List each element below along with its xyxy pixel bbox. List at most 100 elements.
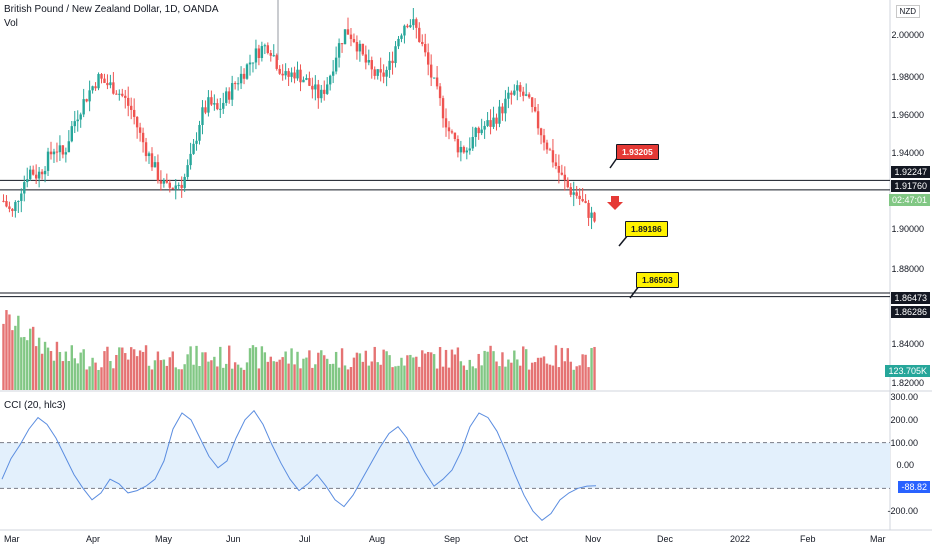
volume-bar-165: [492, 351, 495, 390]
candle-body-178: [530, 97, 534, 107]
candle-body-79: [236, 83, 240, 85]
callout-yellow-2[interactable]: 1.86503: [636, 272, 679, 288]
volume-bar-172: [513, 350, 516, 390]
volume-bar-75: [225, 363, 228, 390]
volume-bar-137: [409, 354, 412, 390]
volume-bar-122: [364, 350, 368, 390]
volume-bar-4: [14, 325, 17, 390]
callout-red[interactable]: 1.93205: [616, 144, 659, 160]
candle-body-154: [459, 146, 463, 153]
candle-body-13: [40, 171, 44, 175]
candle-body-81: [242, 73, 246, 79]
candle-body-125: [373, 69, 376, 76]
volume-bar-82: [245, 362, 249, 390]
volume-bar-23: [70, 345, 73, 390]
volume-bar-64: [192, 364, 195, 390]
candle-body-38: [115, 93, 118, 95]
volume-bar-105: [314, 364, 317, 390]
volume-bar-22: [67, 361, 71, 390]
volume-bar-46: [138, 350, 142, 390]
candle-body-27: [82, 99, 85, 115]
volume-bar-171: [510, 362, 513, 390]
volume-bar-37: [112, 368, 115, 390]
volume-bar-168: [501, 352, 504, 390]
volume-bar-108: [323, 355, 326, 390]
candle-body-14: [43, 170, 47, 175]
volume-bar-54: [162, 359, 166, 390]
volume-bar-114: [340, 348, 344, 390]
candle-body-163: [486, 120, 489, 126]
volume-bar-184: [548, 364, 552, 390]
candle-body-117: [349, 34, 353, 40]
volume-bar-153: [456, 347, 460, 390]
volume-bar-152: [453, 354, 457, 390]
volume-bar-2: [8, 314, 11, 390]
volume-bar-164: [489, 345, 492, 390]
candle-body-94: [281, 73, 284, 76]
time-tick-aug: Aug: [369, 534, 386, 544]
price-tick-2.00000: 2.00000: [891, 30, 924, 40]
volume-bar-129: [385, 351, 388, 390]
volume-bar-135: [403, 365, 406, 390]
candle-body-169: [504, 98, 507, 114]
candle-body-57: [171, 187, 174, 189]
candle-body-45: [135, 116, 139, 128]
volume-bar-118: [352, 357, 356, 390]
volume-bar-87: [260, 346, 264, 390]
volume-bar-138: [412, 357, 415, 390]
cci-line: [1, 409, 597, 521]
candle-body-74: [222, 102, 225, 109]
candle-body-12: [37, 171, 41, 179]
currency-badge[interactable]: NZD: [895, 5, 920, 18]
volume-bar-7: [23, 336, 26, 390]
candle-body-136: [406, 25, 409, 28]
candle-body-8: [26, 179, 29, 183]
volume-bar-24: [73, 358, 76, 390]
volume-bar-123: [367, 365, 370, 390]
cci-tick-minus200: -200.00: [887, 506, 918, 516]
volume-bar-161: [480, 365, 483, 390]
candle-body-67: [201, 107, 204, 126]
volume-bar-107: [320, 350, 323, 390]
candle-body-138: [412, 19, 415, 26]
volume-badge: 123.705K: [885, 365, 930, 377]
candle-body-86: [257, 48, 261, 59]
volume-bar-31: [94, 362, 97, 390]
candle-body-78: [233, 83, 237, 85]
candle-body-147: [438, 86, 442, 99]
candle-body-36: [109, 82, 112, 86]
candle-body-159: [474, 127, 477, 137]
volume-bar-197: [587, 367, 590, 390]
volume-bar-36: [109, 361, 112, 390]
candle-body-3: [11, 208, 14, 212]
level-badge-top: 1.92247: [891, 166, 930, 178]
candle-body-176: [525, 94, 528, 96]
candle-body-28: [85, 99, 88, 102]
candle-body-32: [97, 74, 100, 89]
volume-bar-154: [459, 361, 463, 390]
volume-bar-178: [530, 362, 534, 390]
candle-body-26: [79, 114, 82, 120]
down-arrow-icon: [607, 196, 623, 210]
candle-body-165: [492, 117, 495, 127]
candle-body-17: [52, 151, 56, 155]
volume-bar-44: [132, 349, 136, 390]
candle-body-52: [156, 162, 160, 181]
candle-body-185: [551, 150, 555, 163]
volume-bar-81: [242, 369, 246, 390]
volume-bar-41: [124, 353, 127, 390]
volume-bar-71: [213, 356, 216, 390]
volume-bar-79: [236, 364, 240, 390]
candle-body-127: [379, 69, 382, 73]
candle-body-93: [278, 68, 281, 74]
volume-bar-146: [435, 368, 439, 390]
candle-body-197: [587, 202, 590, 218]
volume-bar-112: [334, 351, 338, 390]
candle-body-152: [453, 132, 457, 139]
candle-body-105: [314, 84, 317, 90]
callout-yellow-1[interactable]: 1.89186: [625, 221, 668, 237]
volume-bar-180: [536, 357, 540, 390]
candle-body-46: [138, 127, 142, 133]
candle-body-149: [444, 118, 448, 128]
